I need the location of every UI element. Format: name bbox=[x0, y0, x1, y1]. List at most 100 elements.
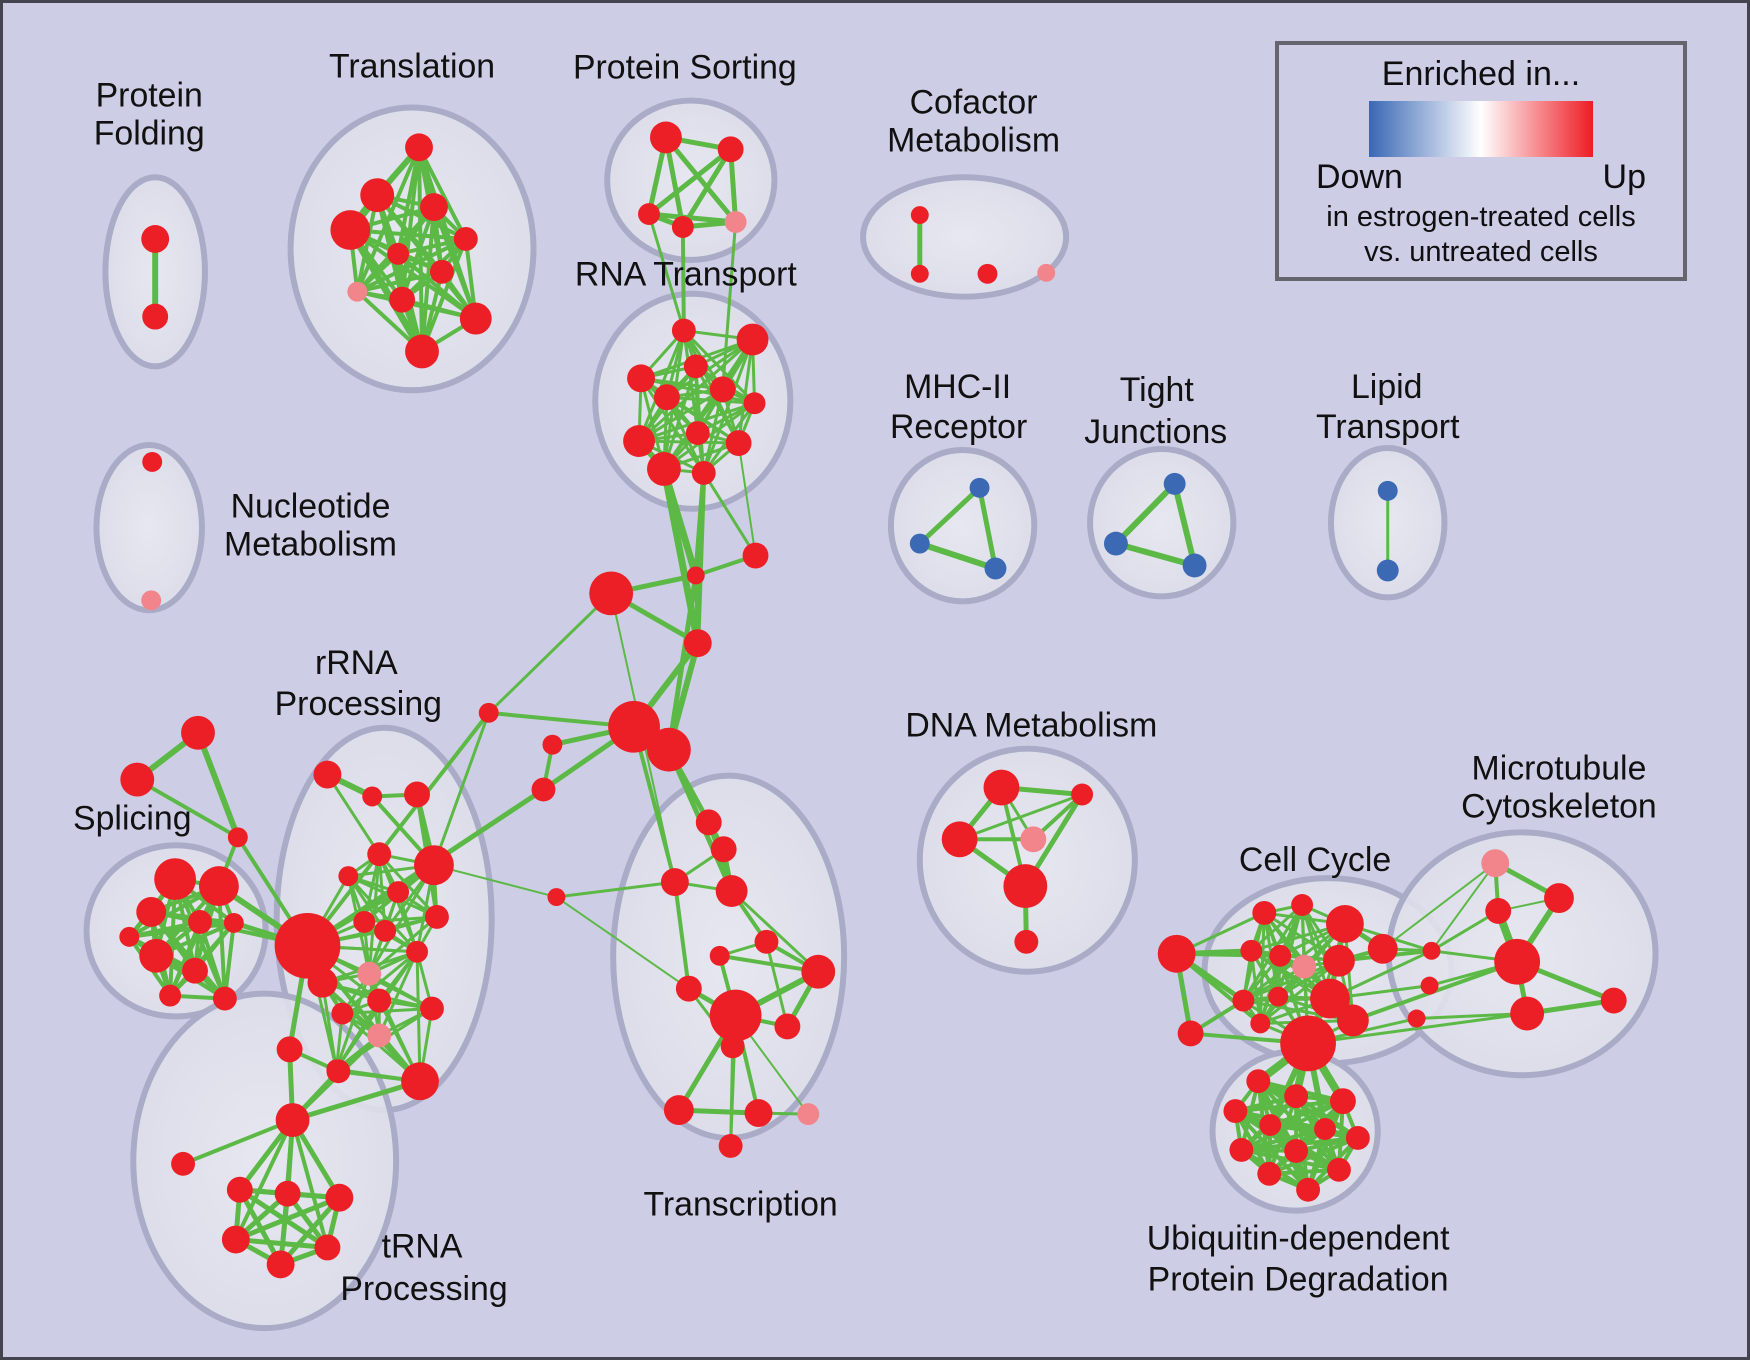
network-node-cc6 bbox=[1269, 944, 1292, 967]
network-node-cc8 bbox=[1323, 944, 1355, 977]
network-node-rr20 bbox=[326, 1059, 351, 1084]
network-edge bbox=[1381, 862, 1497, 950]
network-node-ch2 bbox=[647, 727, 691, 772]
network-node-tl7 bbox=[429, 259, 454, 284]
network-node-rt12 bbox=[691, 460, 716, 485]
network-edge bbox=[916, 540, 999, 572]
network-node-ub12 bbox=[1296, 1177, 1321, 1202]
network-node-rt10 bbox=[725, 430, 752, 456]
cluster-label-rrna-processing: Processing bbox=[275, 685, 442, 723]
network-edge bbox=[1112, 480, 1178, 547]
network-edge bbox=[663, 134, 739, 225]
network-edge bbox=[680, 225, 686, 333]
network-node-tn5 bbox=[314, 1234, 341, 1261]
network-node-rr19 bbox=[276, 1036, 303, 1063]
network-node-txh bbox=[709, 989, 762, 1042]
cluster-label-translation: Translation bbox=[329, 48, 495, 86]
network-edge bbox=[647, 212, 686, 333]
network-edge bbox=[665, 395, 757, 405]
network-node-sp5 bbox=[223, 912, 244, 933]
network-node-tn4 bbox=[221, 1225, 250, 1254]
network-node-sp8 bbox=[182, 957, 208, 984]
cluster-label-trna-processing: Processing bbox=[340, 1270, 507, 1308]
network-node-tl1 bbox=[405, 133, 433, 162]
network-node-mts1 bbox=[1422, 941, 1441, 960]
network-node-ps3 bbox=[638, 203, 660, 226]
legend-caption-line2: vs. untreated cells bbox=[1364, 236, 1598, 268]
network-edge bbox=[1171, 480, 1198, 569]
network-node-ub4 bbox=[1223, 1099, 1248, 1124]
cluster-ellipse-nucleotide-metabolism bbox=[93, 442, 205, 614]
network-edge bbox=[702, 471, 758, 558]
cluster-label-protein-folding: Folding bbox=[94, 114, 205, 152]
network-node-tn_hub bbox=[275, 1103, 310, 1137]
network-node-rr15 bbox=[420, 996, 444, 1021]
network-node-ub6 bbox=[1314, 1118, 1336, 1140]
network-node-sp4 bbox=[188, 909, 212, 934]
network-edge bbox=[639, 376, 706, 475]
network-node-sp2 bbox=[198, 866, 239, 906]
network-edge bbox=[487, 591, 613, 715]
network-node-rt2 bbox=[736, 323, 769, 356]
network-nodes bbox=[119, 121, 1627, 1279]
network-node-cc1 bbox=[1252, 901, 1277, 925]
network-node-cc5 bbox=[1240, 939, 1263, 962]
network-node-rr1 bbox=[313, 760, 342, 789]
cluster-label-protein-sorting: Protein Sorting bbox=[573, 49, 797, 87]
network-edge bbox=[917, 485, 983, 547]
network-node-ub10 bbox=[1257, 1161, 1282, 1186]
network-node-tl9 bbox=[389, 286, 416, 313]
cluster-label-lipid-transport: Transport bbox=[1316, 408, 1460, 446]
network-node-nm1 bbox=[142, 452, 163, 472]
network-node-rr_hub bbox=[274, 912, 341, 979]
network-edge bbox=[721, 220, 738, 391]
network-node-tx3 bbox=[660, 868, 689, 897]
network-node-ub5 bbox=[1259, 1114, 1282, 1136]
network-node-rr12 bbox=[357, 961, 382, 986]
network-edge bbox=[1241, 959, 1341, 1003]
legend-scale-row: Down Up bbox=[1316, 158, 1646, 197]
network-edge bbox=[346, 874, 419, 954]
network-node-pf1 bbox=[141, 225, 170, 253]
network-node-sp6 bbox=[119, 926, 140, 947]
network-edge bbox=[340, 1007, 434, 1016]
network-node-tx8 bbox=[801, 954, 836, 989]
network-edge bbox=[1239, 1127, 1327, 1152]
cluster-label-protein-folding: Protein bbox=[96, 77, 203, 115]
network-edge bbox=[233, 1118, 295, 1242]
network-node-dm3 bbox=[941, 821, 978, 858]
network-node-sp7 bbox=[139, 938, 174, 973]
network-edge bbox=[377, 950, 419, 1037]
network-node-cch bbox=[1280, 1015, 1336, 1072]
network-edge bbox=[1430, 909, 1500, 953]
cluster-label-microtubule-cytoskeleton: Microtubule bbox=[1472, 750, 1647, 788]
cluster-ellipse-cofactor-metabolism bbox=[860, 174, 1070, 300]
network-node-tj1 bbox=[1163, 472, 1186, 495]
cluster-label-dna-metabolism: DNA Metabolism bbox=[905, 707, 1157, 745]
network-node-tl4 bbox=[330, 210, 371, 250]
network-node-tl10 bbox=[459, 302, 492, 335]
network-node-cco2 bbox=[1177, 1020, 1204, 1047]
network-node-sp9 bbox=[159, 984, 182, 1007]
network-edge bbox=[730, 889, 820, 974]
network-edge bbox=[181, 1118, 295, 1166]
legend-box: Enriched in... Down Up in estrogen-treat… bbox=[1275, 41, 1687, 281]
network-node-tx11 bbox=[663, 1095, 694, 1126]
network-node-cc10 bbox=[1268, 986, 1289, 1007]
network-edge bbox=[1249, 903, 1304, 953]
network-node-rr14 bbox=[331, 1002, 354, 1025]
network-node-rt3 bbox=[683, 354, 708, 379]
cluster-label-mhc-ii-receptor: Receptor bbox=[890, 408, 1027, 446]
network-node-cf4 bbox=[1037, 263, 1056, 282]
cluster-label-rna-transport: RNA Transport bbox=[575, 256, 797, 294]
network-node-cc11 bbox=[1310, 978, 1350, 1019]
network-node-mh2 bbox=[909, 533, 930, 554]
network-edge bbox=[233, 1195, 342, 1243]
network-edge bbox=[764, 940, 789, 1028]
network-node-ub7 bbox=[1345, 1126, 1370, 1150]
network-node-dm2 bbox=[1071, 783, 1094, 806]
network-node-ol3 bbox=[542, 734, 563, 755]
legend-title: Enriched in... bbox=[1381, 55, 1581, 93]
network-edge bbox=[340, 950, 419, 1016]
network-edge bbox=[646, 211, 739, 225]
